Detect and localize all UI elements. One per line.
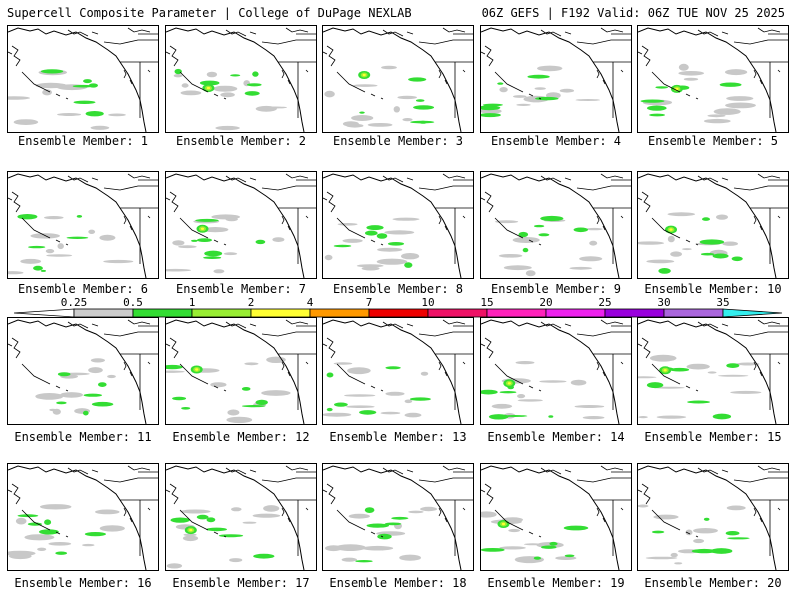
ensemble-member-label: Ensemble Member: 11 [14,430,152,444]
colorbar-segment [368,308,429,318]
ensemble-member-label: Ensemble Member: 10 [644,282,782,296]
ensemble-map-panel [322,317,474,425]
ensemble-member-label: Ensemble Member: 15 [644,430,782,444]
map-canvas [166,319,316,424]
ensemble-map-panel [165,25,317,133]
colorbar-segment [427,308,488,318]
colorbar-tick-label: 1 [188,296,196,309]
ensemble-member-label: Ensemble Member: 8 [332,282,464,296]
colorbar-segment [663,308,724,318]
map-canvas [8,319,158,424]
map-canvas [166,27,316,132]
ensemble-map-panel [637,25,789,133]
ensemble-map-panel [7,171,159,279]
ensemble-map-panel [322,171,474,279]
colorbar-segment [545,308,606,318]
colorbar-tick-label: 2 [247,296,255,309]
ensemble-map-panel [637,317,789,425]
map-canvas [481,27,631,132]
ensemble-map-panel [480,171,632,279]
ensemble-member-label: Ensemble Member: 19 [487,576,625,590]
colorbar-tick-label: 4 [306,296,314,309]
map-canvas [166,465,316,570]
ensemble-map-panel [7,25,159,133]
colorbar-segment [73,308,134,318]
ensemble-member-label: Ensemble Member: 14 [487,430,625,444]
ensemble-member-label: Ensemble Member: 17 [172,576,310,590]
map-canvas [638,319,788,424]
ensemble-member-label: Ensemble Member: 1 [17,134,149,148]
ensemble-map-panel [165,171,317,279]
ensemble-member-label: Ensemble Member: 4 [490,134,622,148]
ensemble-map-panel [7,317,159,425]
chart-title: Supercell Composite Parameter | College … [7,6,412,20]
colorbar-tick-label: 0.25 [60,296,88,309]
ensemble-member-label: Ensemble Member: 13 [329,430,467,444]
ensemble-member-label: Ensemble Member: 7 [175,282,307,296]
map-canvas [8,465,158,570]
map-canvas [323,465,473,570]
colorbar-segment [250,308,311,318]
map-canvas [8,27,158,132]
ensemble-map-panel [480,317,632,425]
ensemble-member-label: Ensemble Member: 5 [647,134,779,148]
colorbar-tick-label: 7 [365,296,373,309]
ensemble-member-label: Ensemble Member: 6 [17,282,149,296]
colorbar-segment [191,308,252,318]
colorbar-tick-label: 20 [539,296,553,309]
colorbar-tick-label: 25 [598,296,612,309]
ensemble-map-panel [7,463,159,571]
map-canvas [638,27,788,132]
map-canvas [481,465,631,570]
ensemble-member-label: Ensemble Member: 2 [175,134,307,148]
colorbar-segment [486,308,547,318]
ensemble-map-panel [637,171,789,279]
ensemble-map-panel [322,25,474,133]
map-canvas [638,465,788,570]
colorbar-tick-label: 30 [657,296,671,309]
valid-time: 06Z GEFS | F192 Valid: 06Z TUE NOV 25 20… [481,6,785,20]
colorbar-segment [309,308,370,318]
colorbar-tick-label: 10 [421,296,435,309]
ensemble-map-panel [480,25,632,133]
ensemble-map-panel [322,463,474,571]
ensemble-map-panel [165,317,317,425]
colorbar-tick-label: 35 [716,296,730,309]
map-canvas [323,27,473,132]
map-canvas [481,173,631,278]
map-canvas [638,173,788,278]
colorbar-tick-label: 0.5 [123,296,143,309]
ensemble-map-panel [165,463,317,571]
ensemble-map-panel [637,463,789,571]
map-canvas [481,319,631,424]
map-canvas [166,173,316,278]
ensemble-member-label: Ensemble Member: 3 [332,134,464,148]
ensemble-member-label: Ensemble Member: 12 [172,430,310,444]
colorbar-tick-label: 15 [480,296,494,309]
colorbar-max-arrow [722,308,783,318]
map-canvas [323,319,473,424]
map-canvas [8,173,158,278]
color-scale-bar [14,308,783,318]
colorbar-segment [132,308,193,318]
colorbar-segment [604,308,665,318]
ensemble-member-label: Ensemble Member: 9 [490,282,622,296]
ensemble-member-label: Ensemble Member: 20 [644,576,782,590]
map-canvas [323,173,473,278]
colorbar-min-arrow [14,308,75,318]
ensemble-member-label: Ensemble Member: 18 [329,576,467,590]
ensemble-member-label: Ensemble Member: 16 [14,576,152,590]
ensemble-map-panel [480,463,632,571]
